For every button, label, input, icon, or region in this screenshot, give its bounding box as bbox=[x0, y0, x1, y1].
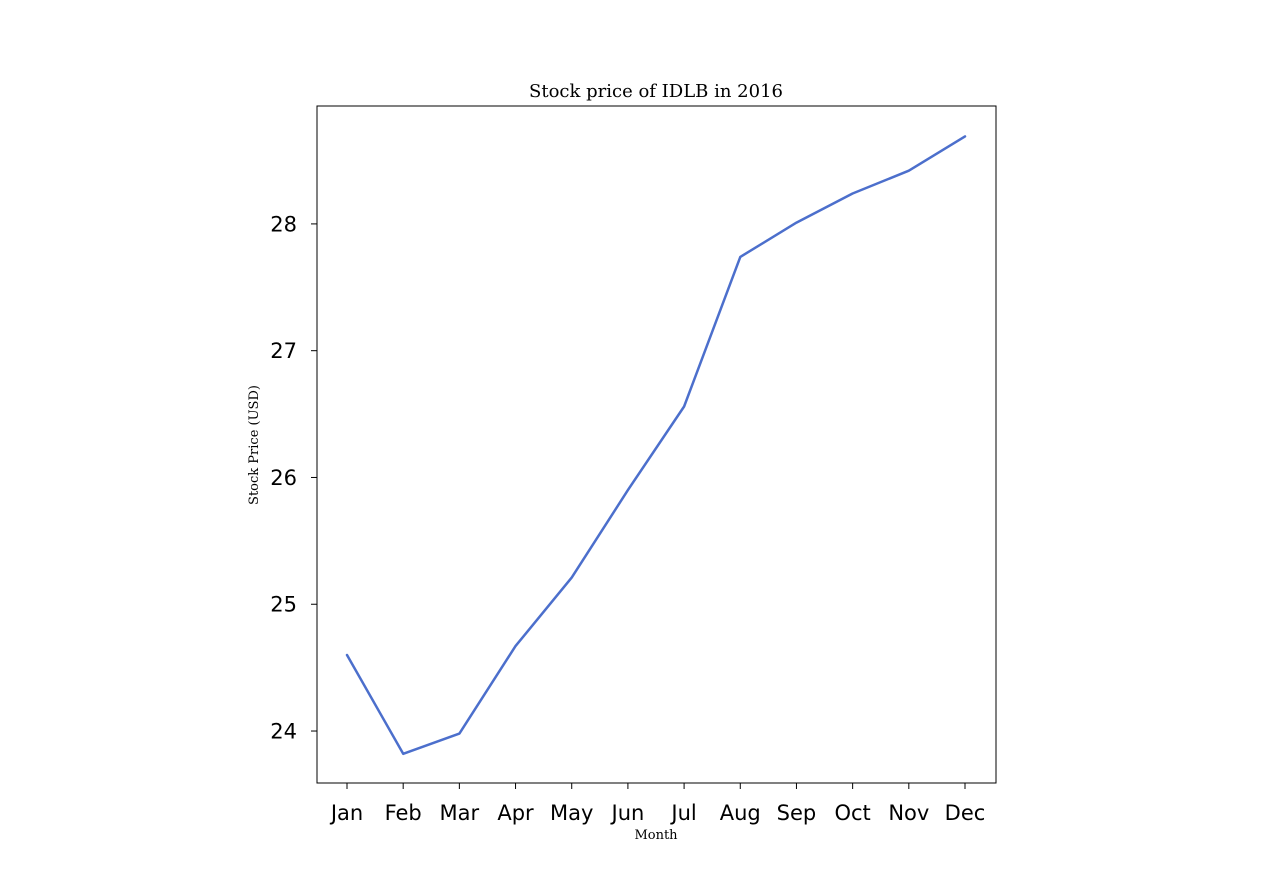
plot-area-frame bbox=[316, 105, 997, 784]
x-tick-label: Sep bbox=[777, 801, 817, 825]
y-tick-label: 24 bbox=[270, 720, 297, 744]
x-tick-label: Oct bbox=[834, 801, 870, 825]
x-tick-label: Apr bbox=[497, 801, 534, 825]
y-tick-label: 28 bbox=[270, 212, 297, 236]
y-tick-label: 26 bbox=[270, 466, 297, 490]
x-tick-label: Dec bbox=[945, 801, 986, 825]
x-tick-label: May bbox=[550, 801, 593, 825]
y-tick-label: 27 bbox=[270, 339, 297, 363]
x-tick-label: Jan bbox=[329, 801, 363, 825]
x-tick-label: Feb bbox=[385, 801, 422, 825]
y-tick-label: 25 bbox=[270, 593, 297, 617]
y-axis-label: Stock Price (USD) bbox=[247, 385, 262, 505]
x-tick-label: Jun bbox=[610, 801, 645, 825]
x-tick-label: Jul bbox=[669, 801, 696, 825]
x-tick-label: Aug bbox=[720, 801, 761, 825]
y-axis: 24 25 26 27 28 bbox=[270, 212, 317, 744]
x-tick-label: Nov bbox=[888, 801, 929, 825]
x-tick-label: Mar bbox=[440, 801, 480, 825]
series-line bbox=[345, 135, 967, 756]
x-axis: Jan Feb Mar Apr May Jun Jul Aug Sep Oct Nov Dec bbox=[329, 783, 986, 825]
x-axis-label: Month bbox=[634, 828, 678, 843]
chart-title: Stock price of IDLB in 2016 bbox=[529, 81, 783, 102]
